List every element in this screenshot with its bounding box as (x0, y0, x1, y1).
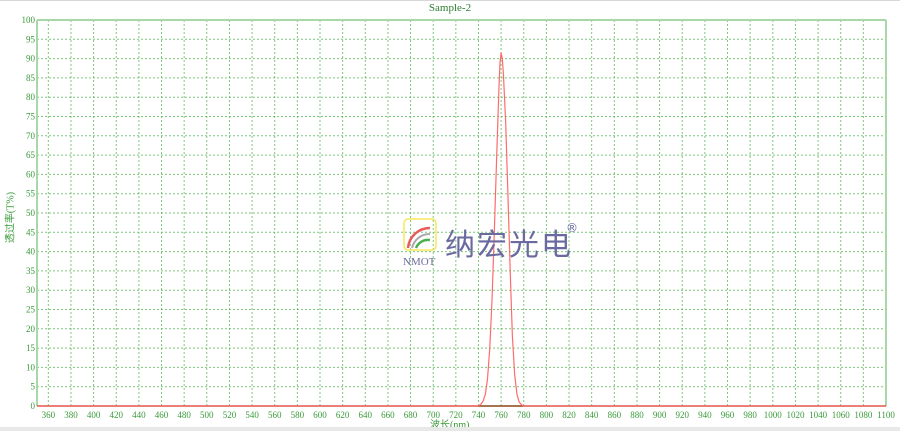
y-tick-label: 10 (26, 362, 36, 372)
y-tick-label: 25 (26, 305, 36, 315)
x-tick-label: 440 (132, 410, 146, 420)
y-tick-label: 60 (26, 169, 36, 179)
x-tick-label: 720 (449, 410, 463, 420)
x-tick-label: 480 (177, 410, 191, 420)
x-tick-label: 980 (743, 410, 757, 420)
x-tick-label: 580 (291, 410, 305, 420)
y-tick-label: 80 (26, 92, 36, 102)
x-tick-label: 520 (223, 410, 237, 420)
x-tick-label: 640 (359, 410, 373, 420)
x-tick-label: 840 (585, 410, 599, 420)
x-tick-label: 1000 (764, 410, 783, 420)
x-axis-label: 波长(nm) (430, 420, 470, 431)
svg-text:纳宏光电: 纳宏光电 (445, 228, 573, 263)
y-tick-label: 100 (22, 15, 36, 25)
x-tick-label: 380 (64, 410, 78, 420)
svg-text:®: ® (566, 221, 578, 235)
y-tick-label: 30 (26, 285, 36, 295)
x-tick-label: 360 (42, 410, 56, 420)
x-tick-label: 700 (426, 410, 440, 420)
x-tick-label: 1080 (854, 410, 873, 420)
x-tick-label: 920 (675, 410, 689, 420)
x-tick-label: 400 (87, 410, 101, 420)
y-tick-label: 55 (26, 189, 36, 199)
y-tick-label: 35 (26, 266, 36, 276)
x-tick-label: 960 (721, 410, 735, 420)
y-axis-label: 透过率(T%) (5, 191, 17, 244)
x-tick-label: 560 (268, 410, 282, 420)
x-tick-label: 420 (109, 410, 123, 420)
x-tick-label: 600 (313, 410, 327, 420)
x-tick-label: 1060 (832, 410, 851, 420)
y-tick-label: 75 (26, 112, 36, 122)
x-tick-label: 1040 (809, 410, 828, 420)
x-tick-label: 800 (540, 410, 554, 420)
x-tick-label: 880 (630, 410, 644, 420)
series-line-0 (37, 52, 886, 407)
x-tick-label: 740 (472, 410, 486, 420)
y-tick-label: 45 (26, 227, 36, 237)
x-tick-label: 680 (404, 410, 418, 420)
y-tick-label: 5 (31, 382, 36, 392)
x-tick-label: 660 (381, 410, 395, 420)
x-tick-label: 860 (608, 410, 622, 420)
x-tick-label: 900 (653, 410, 667, 420)
x-tick-label: 540 (245, 410, 259, 420)
x-tick-label: 460 (155, 410, 169, 420)
x-tick-label: 820 (562, 410, 576, 420)
x-tick-label: 780 (517, 410, 531, 420)
nmot-watermark-logo: NMOT 纳宏光电 ® (403, 218, 578, 268)
svg-text:NMOT: NMOT (403, 256, 436, 268)
y-tick-label: 85 (26, 73, 36, 83)
x-tick-label: 1100 (877, 410, 895, 420)
y-tick-label: 95 (26, 34, 36, 44)
y-tick-label: 40 (26, 247, 36, 257)
x-tick-label: 500 (200, 410, 214, 420)
x-tick-label: 620 (336, 410, 350, 420)
top-border (0, 0, 900, 1)
x-tick-label: 760 (494, 410, 508, 420)
y-tick-label: 65 (26, 150, 36, 160)
y-tick-label: 50 (26, 208, 36, 218)
y-tick-label: 90 (26, 54, 36, 64)
y-tick-label: 0 (31, 401, 36, 411)
x-tick-label: 940 (698, 410, 712, 420)
x-tick-label: 1020 (786, 410, 805, 420)
y-tick-label: 15 (26, 343, 36, 353)
y-tick-label: 70 (26, 131, 36, 141)
chart-title: Sample-2 (428, 2, 472, 14)
y-tick-label: 20 (26, 324, 36, 334)
bottom-border (0, 427, 900, 431)
